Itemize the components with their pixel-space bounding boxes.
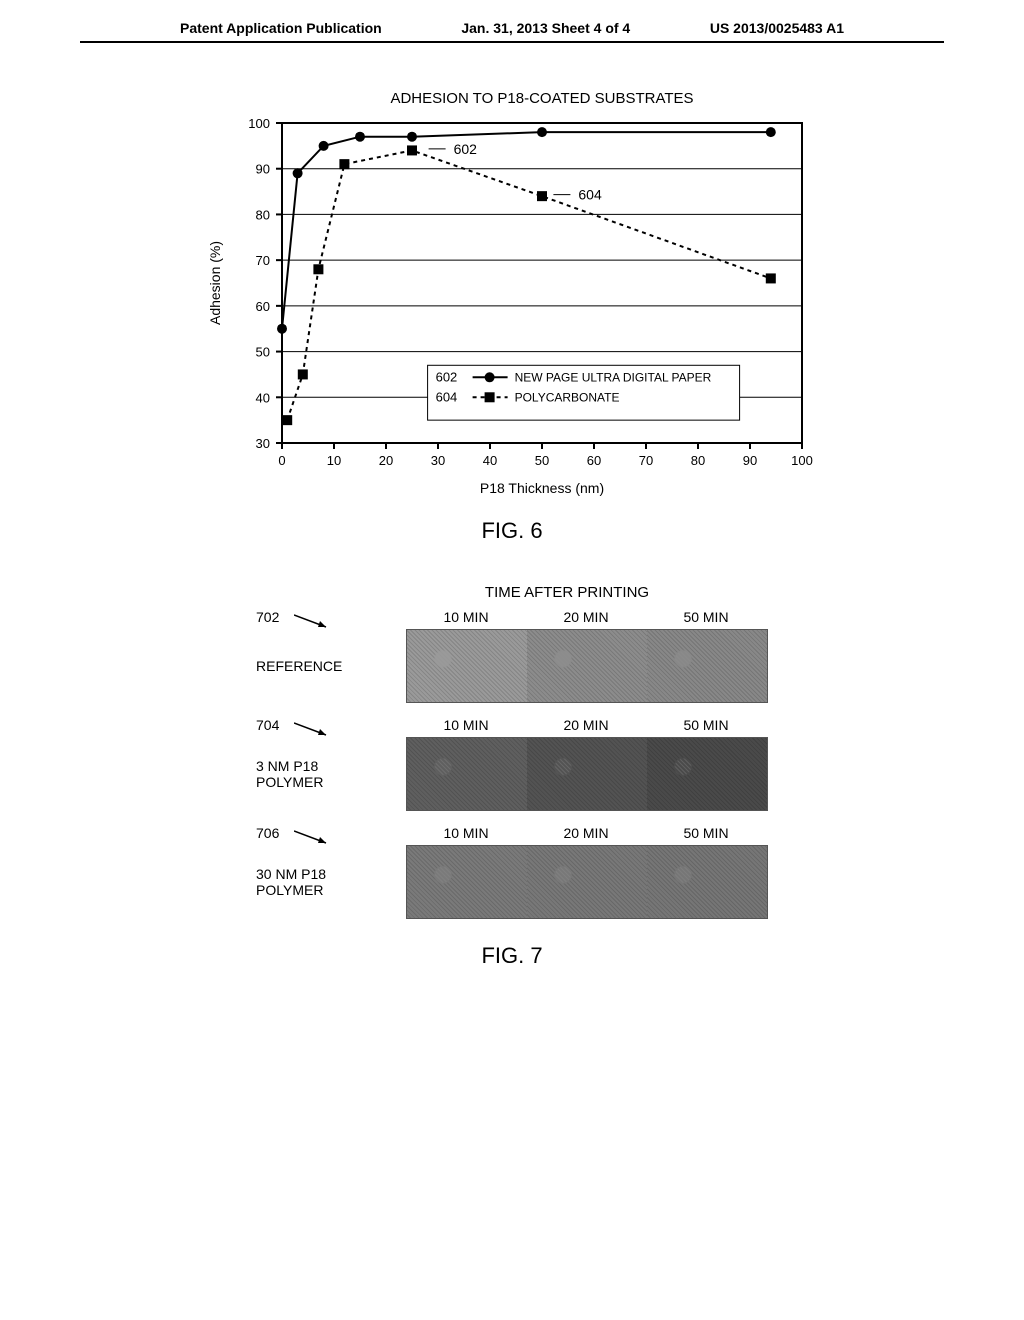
svg-text:100: 100 bbox=[248, 116, 270, 131]
svg-text:ADHESION TO P18-COATED SUBSTRA: ADHESION TO P18-COATED SUBSTRATES bbox=[390, 90, 693, 107]
page-header: Patent Application Publication Jan. 31, … bbox=[80, 0, 944, 43]
svg-text:90: 90 bbox=[743, 453, 757, 468]
svg-text:80: 80 bbox=[256, 207, 270, 222]
header-left: Patent Application Publication bbox=[180, 20, 382, 36]
svg-text:0: 0 bbox=[278, 453, 285, 468]
sample-strip bbox=[406, 845, 768, 919]
fig7-row-label: 30 NM P18POLYMER bbox=[256, 866, 406, 898]
svg-text:P18 Thickness (nm): P18 Thickness (nm) bbox=[480, 480, 604, 496]
svg-text:10: 10 bbox=[327, 453, 341, 468]
fig7-row-label: REFERENCE bbox=[256, 658, 406, 674]
sample-strip bbox=[406, 629, 768, 703]
fig7-caption: FIG. 7 bbox=[100, 943, 924, 969]
svg-text:70: 70 bbox=[639, 453, 653, 468]
adhesion-chart: ADHESION TO P18-COATED SUBSTRATES 30 40 50 6… bbox=[202, 83, 822, 503]
svg-text:20: 20 bbox=[379, 453, 393, 468]
fig7-ref: 702 bbox=[256, 609, 406, 625]
svg-text:602: 602 bbox=[454, 141, 478, 157]
svg-text:602: 602 bbox=[436, 369, 458, 384]
header-right: US 2013/0025483 A1 bbox=[710, 20, 844, 36]
fig6-caption: FIG. 6 bbox=[100, 518, 924, 544]
svg-text:40: 40 bbox=[483, 453, 497, 468]
svg-text:Adhesion (%): Adhesion (%) bbox=[207, 241, 223, 325]
svg-text:40: 40 bbox=[256, 390, 270, 405]
svg-text:30: 30 bbox=[256, 436, 270, 451]
fig7-time-header: 10 MIN20 MIN50 MIN bbox=[406, 609, 766, 625]
fig7-title: TIME AFTER PRINTING bbox=[366, 584, 768, 601]
figure-6: ADHESION TO P18-COATED SUBSTRATES 30 40 50 6… bbox=[100, 83, 924, 544]
fig7-time-header: 10 MIN20 MIN50 MIN bbox=[406, 825, 766, 841]
svg-text:80: 80 bbox=[691, 453, 705, 468]
sample-strip bbox=[406, 737, 768, 811]
svg-text:60: 60 bbox=[256, 299, 270, 314]
fig7-time-header: 10 MIN20 MIN50 MIN bbox=[406, 717, 766, 733]
svg-text:604: 604 bbox=[578, 187, 602, 203]
svg-text:50: 50 bbox=[256, 345, 270, 360]
fig7-row-label: 3 NM P18POLYMER bbox=[256, 758, 406, 790]
svg-text:90: 90 bbox=[256, 162, 270, 177]
svg-text:50: 50 bbox=[535, 453, 549, 468]
svg-text:30: 30 bbox=[431, 453, 445, 468]
fig7-ref: 706 bbox=[256, 825, 406, 841]
svg-text:POLYCARBONATE: POLYCARBONATE bbox=[515, 390, 620, 404]
header-center: Jan. 31, 2013 Sheet 4 of 4 bbox=[461, 20, 630, 36]
figure-7: TIME AFTER PRINTING 702 10 MIN20 MIN50 M… bbox=[100, 584, 924, 969]
svg-text:70: 70 bbox=[256, 253, 270, 268]
svg-text:60: 60 bbox=[587, 453, 601, 468]
svg-text:604: 604 bbox=[436, 389, 458, 404]
svg-text:100: 100 bbox=[791, 453, 813, 468]
fig7-ref: 704 bbox=[256, 717, 406, 733]
svg-text:NEW PAGE ULTRA DIGITAL PAPER: NEW PAGE ULTRA DIGITAL PAPER bbox=[515, 370, 712, 384]
